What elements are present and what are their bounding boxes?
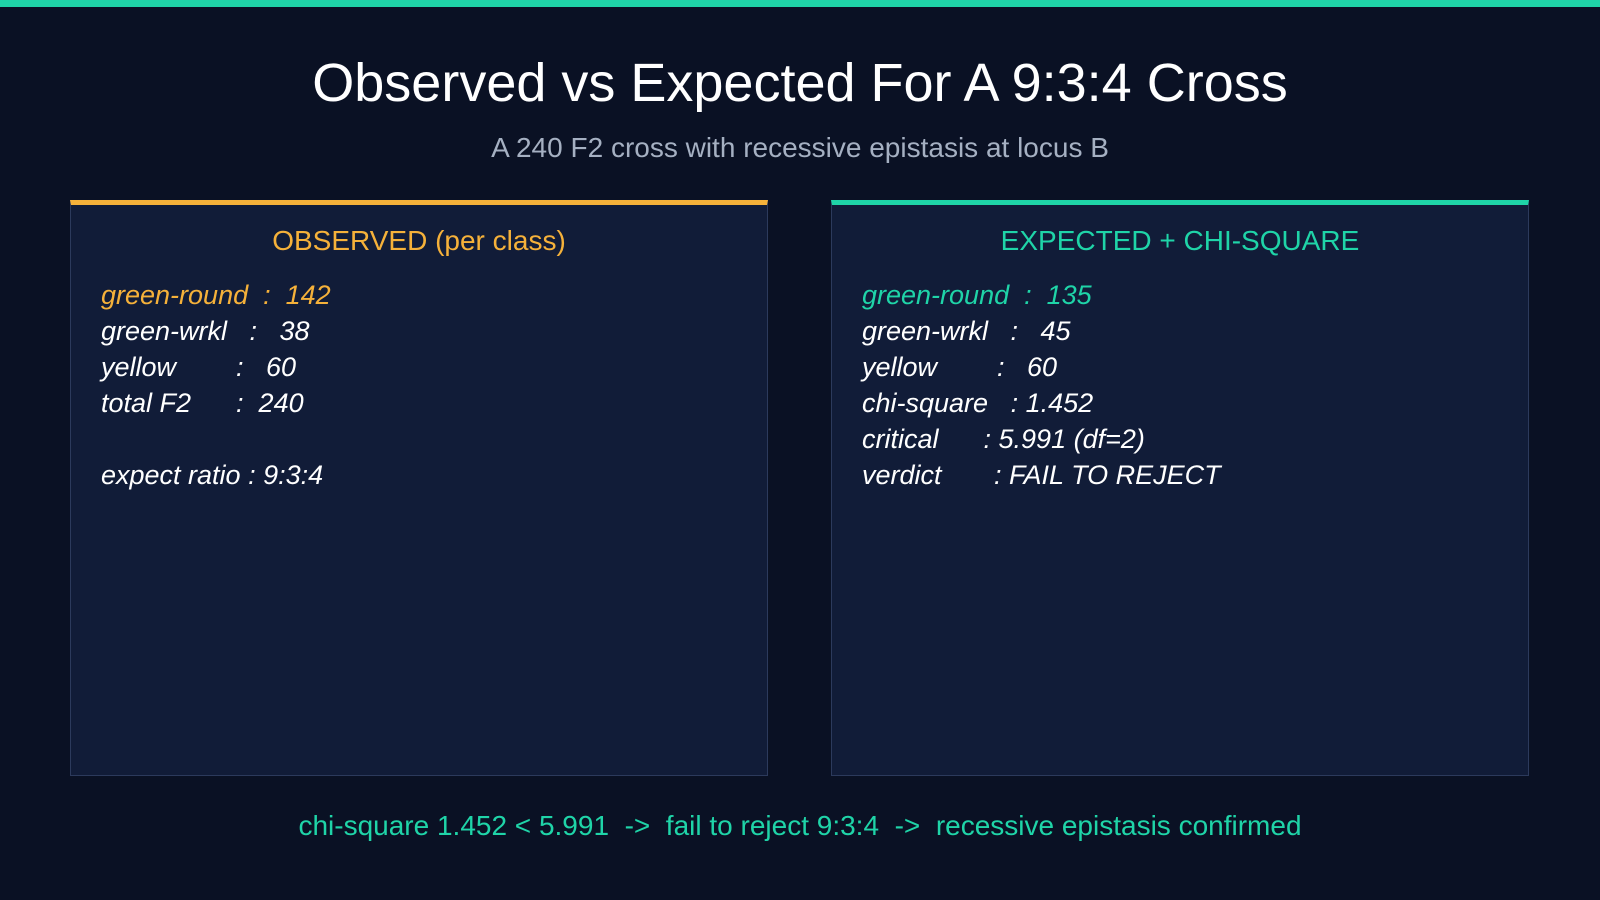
text-line: verdict : FAIL TO REJECT xyxy=(862,460,1221,490)
text-line: green-round : 142 xyxy=(101,280,331,310)
text-line: yellow : 60 xyxy=(862,352,1058,382)
text-line: green-wrkl : 45 xyxy=(862,316,1071,346)
text-line: expect ratio : 9:3:4 xyxy=(101,460,324,490)
expected-panel: EXPECTED + CHI-SQUARE green-round : 135 g… xyxy=(831,200,1529,776)
panel-title: EXPECTED + CHI-SQUARE xyxy=(1000,225,1360,256)
panel-lines: green-round : 142 green-wrkl : 38 yellow :… xyxy=(101,277,767,493)
text-line: green-wrkl : 38 xyxy=(101,316,310,346)
text-line: critical : 5.991 (df=2) xyxy=(862,424,1145,454)
title: Observed vs Expected For A 9:3:4 Cross xyxy=(312,53,1288,113)
text-line: green-round : 135 xyxy=(862,280,1092,310)
observed-panel: OBSERVED (per class) green-round : 142 gr… xyxy=(70,200,768,776)
subtitle: A 240 F2 cross with recessive epistasis … xyxy=(491,132,1109,163)
footer: chi-square 1.452 < 5.991 -> fail to reje… xyxy=(298,810,1302,841)
text-line: total F2 : 240 xyxy=(101,388,304,418)
accent-bar xyxy=(0,0,1600,7)
panel-lines: green-round : 135 green-wrkl : 45 yellow :… xyxy=(862,277,1528,493)
panel-title: OBSERVED (per class) xyxy=(272,225,566,256)
text-line: chi-square : 1.452 xyxy=(862,388,1094,418)
text-line: yellow : 60 xyxy=(101,352,297,382)
